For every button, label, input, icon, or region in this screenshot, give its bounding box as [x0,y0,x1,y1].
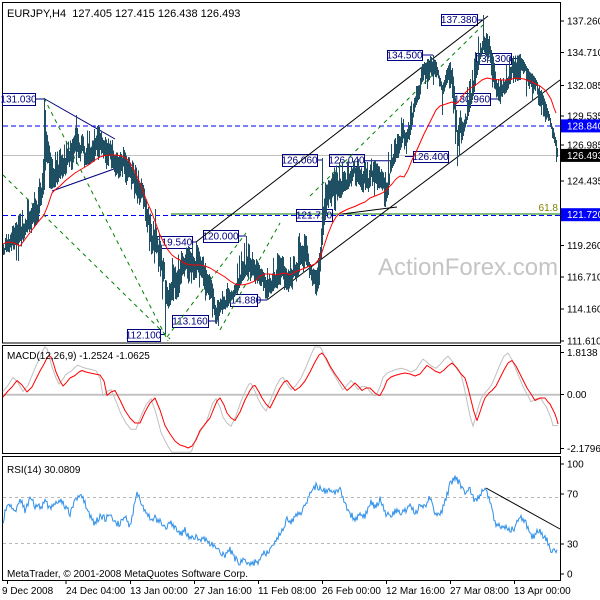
svg-text:114.160: 114.160 [567,305,600,316]
svg-text:131.030: 131.030 [0,95,37,106]
svg-text:134.710: 134.710 [567,48,600,59]
svg-text:100: 100 [567,460,584,471]
svg-text:MACD(12,26,9) -1.2524 -1.0625: MACD(12,26,9) -1.2524 -1.0625 [7,351,150,362]
svg-text:12 Mar 16:00: 12 Mar 16:00 [386,586,445,597]
svg-text:112.100: 112.100 [126,331,162,342]
svg-text:121.720: 121.720 [567,210,600,221]
svg-text:26 Feb 00:00: 26 Feb 00:00 [322,586,381,597]
svg-text:120.000: 120.000 [202,232,239,243]
svg-text:121.720: 121.720 [296,211,333,222]
svg-text:134.500: 134.500 [386,51,423,62]
svg-text:126.985: 126.985 [567,141,600,152]
svg-text:11 Feb 08:00: 11 Feb 08:00 [258,586,317,597]
svg-text:119.540: 119.540 [157,238,193,249]
svg-text:137.260: 137.260 [567,16,600,27]
svg-text:ActionForex.com: ActionForex.com [378,254,558,281]
svg-text:EURJPY,H4 127.405 127.415 126: EURJPY,H4 127.405 127.415 126.438 126.49… [7,8,240,20]
svg-text:0.00: 0.00 [567,390,587,401]
svg-text:126.493: 126.493 [567,151,600,162]
svg-text:1.8138: 1.8138 [567,348,598,359]
svg-text:27 Mar 08:00: 27 Mar 08:00 [450,586,509,597]
svg-text:126.040: 126.040 [328,156,365,167]
svg-text:13 Jan 00:00: 13 Jan 00:00 [130,586,188,597]
svg-text:30: 30 [567,540,579,551]
svg-text:-2.1796: -2.1796 [567,444,600,455]
svg-text:132.085: 132.085 [567,81,600,92]
svg-text:24 Dec 04:00: 24 Dec 04:00 [66,586,126,597]
svg-text:70: 70 [567,490,579,501]
svg-text:119.260: 119.260 [567,241,600,252]
svg-text:116.710: 116.710 [567,273,600,284]
svg-text:MetaTrader, © 2001-2008 MetaQu: MetaTrader, © 2001-2008 MetaQuotes Softw… [7,569,248,580]
svg-text:128.840: 128.840 [567,121,600,132]
svg-text:27 Jan 16:00: 27 Jan 16:00 [194,586,252,597]
svg-text:111.610: 111.610 [567,336,600,347]
svg-text:137.380: 137.380 [441,15,478,26]
svg-text:9 Dec 2008: 9 Dec 2008 [2,586,54,597]
svg-text:RSI(14) 30.0809: RSI(14) 30.0809 [7,465,81,476]
svg-text:126.060: 126.060 [281,156,318,167]
svg-text:13 Apr 00:00: 13 Apr 00:00 [514,586,571,597]
svg-text:113.160: 113.160 [172,317,208,328]
svg-text:0: 0 [567,570,573,581]
svg-text:129.535: 129.535 [567,112,600,123]
svg-text:126.400: 126.400 [412,152,449,163]
svg-text:124.435: 124.435 [567,176,600,187]
svg-text:61.8: 61.8 [539,203,559,214]
svg-text:114.880: 114.880 [226,296,262,307]
